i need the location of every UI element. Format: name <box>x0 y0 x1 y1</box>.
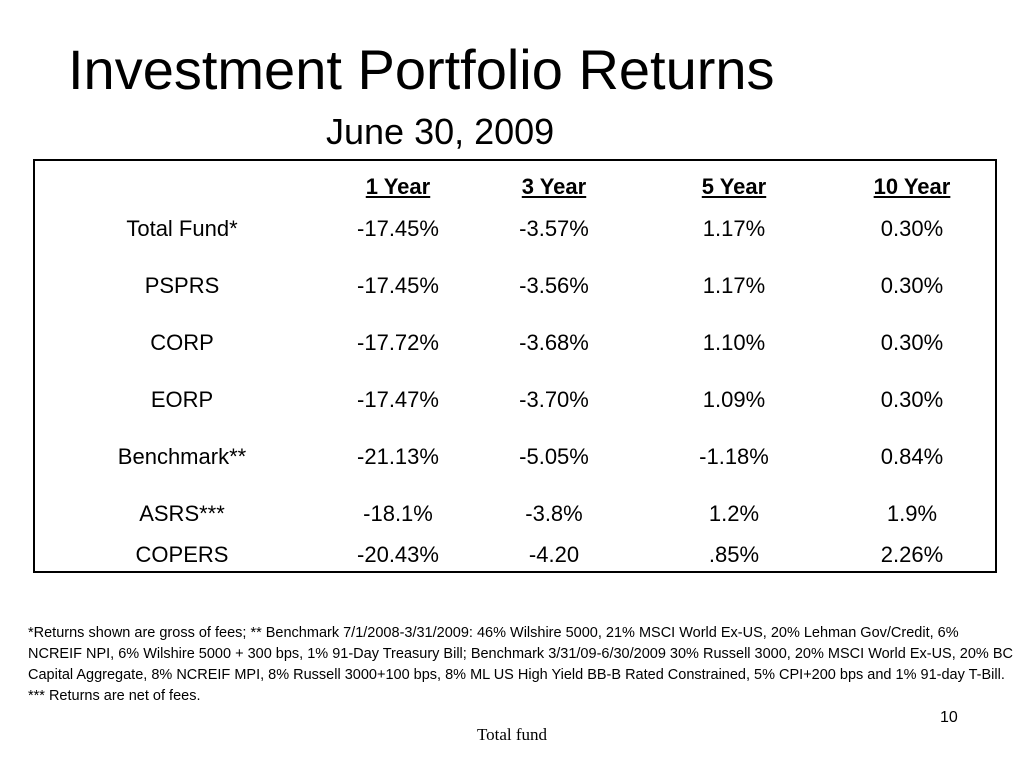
table-cell: 2.26% <box>880 542 944 567</box>
table-cell: 0.84% <box>880 444 944 469</box>
row-label-psprs: PSPRS <box>144 273 220 298</box>
row-label-copers: COPERS <box>135 542 229 567</box>
table-cell: 0.30% <box>880 387 944 412</box>
table-cell: -18.1% <box>363 501 433 526</box>
table-cell: 1.2% <box>708 501 760 526</box>
column-header-5-year: 5 Year <box>701 174 767 199</box>
slide-title: Investment Portfolio Returns <box>68 38 775 101</box>
table-cell: -17.45% <box>357 273 439 298</box>
row-label-benchmark: Benchmark** <box>117 444 247 469</box>
column-header-10-year: 10 Year <box>873 174 951 199</box>
table-cell: -21.13% <box>357 444 439 469</box>
table-cell: -3.8% <box>525 501 583 526</box>
row-label-asrs: ASRS*** <box>139 501 225 526</box>
table-cell: -5.05% <box>519 444 589 469</box>
table-cell: 1.17% <box>702 216 766 241</box>
table-cell: -1.18% <box>699 444 769 469</box>
column-header-1-year: 1 Year <box>365 174 431 199</box>
slide-subtitle: June 30, 2009 <box>326 111 555 152</box>
table-cell: 1.09% <box>702 387 766 412</box>
slide-footer: Total fund <box>476 725 548 744</box>
table-cell: 1.10% <box>702 330 766 355</box>
row-label-total-fund: Total Fund* <box>126 216 238 241</box>
row-label-corp: CORP <box>150 330 214 355</box>
table-cell: -3.56% <box>519 273 589 298</box>
column-header-3-year: 3 Year <box>521 174 587 199</box>
table-cell: -3.68% <box>519 330 589 355</box>
table-cell: -20.43% <box>357 542 439 567</box>
table-cell: 1.17% <box>702 273 766 298</box>
footnote: *Returns shown are gross of fees; ** Ben… <box>28 625 1013 704</box>
table-cell: 1.9% <box>886 501 938 526</box>
table-cell: 0.30% <box>880 216 944 241</box>
table-cell: -3.70% <box>519 387 589 412</box>
table-cell: -4.20 <box>528 542 580 567</box>
table-cell: -17.47% <box>357 387 439 412</box>
table-cell: -17.72% <box>357 330 439 355</box>
table-cell: 0.30% <box>880 273 944 298</box>
table-cell: .85% <box>708 542 760 567</box>
page-number: 10 <box>940 709 958 726</box>
table-cell: -17.45% <box>357 216 439 241</box>
row-label-eorp: EORP <box>150 387 214 412</box>
table-cell: -3.57% <box>519 216 589 241</box>
table-cell: 0.30% <box>880 330 944 355</box>
returns-table: 1 Year 3 Year 5 Year 10 Year Total Fund*… <box>33 159 997 573</box>
